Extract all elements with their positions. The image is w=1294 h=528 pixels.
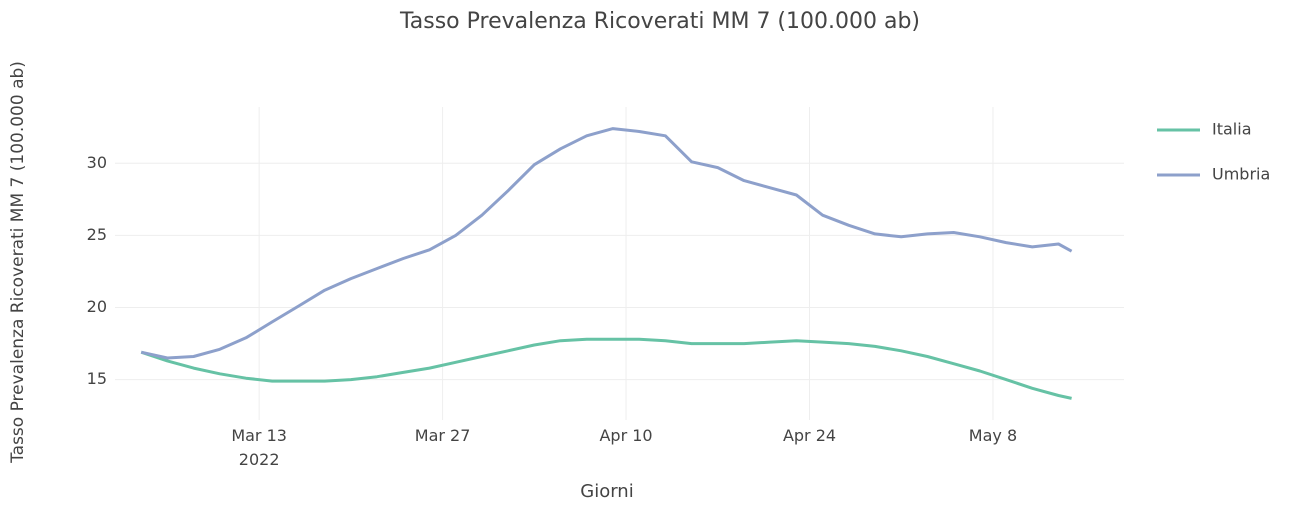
y-tick-label: 30 bbox=[87, 153, 107, 172]
legend-label: Umbria bbox=[1212, 165, 1270, 184]
x-tick-label: Mar 13 2022 bbox=[231, 426, 287, 469]
series-line bbox=[140, 337, 1072, 400]
y-axis-title: Tasso Prevalenza Ricoverati MM 7 (100.00… bbox=[8, 61, 28, 464]
x-tick-label: Mar 27 bbox=[415, 426, 471, 445]
y-tick-label: 20 bbox=[87, 297, 107, 316]
x-tick-label: Apr 10 bbox=[599, 426, 652, 445]
legend-label: Italia bbox=[1212, 120, 1252, 139]
y-tick-label: 15 bbox=[87, 369, 107, 388]
chart-title: Tasso Prevalenza Ricoverati MM 7 (100.00… bbox=[399, 9, 920, 34]
x-tick-label: May 8 bbox=[969, 426, 1017, 445]
series-line bbox=[140, 127, 1073, 360]
x-axis-title: Giorni bbox=[580, 481, 633, 502]
y-tick-label: 25 bbox=[87, 225, 107, 244]
x-tick-label: Apr 24 bbox=[783, 426, 836, 445]
